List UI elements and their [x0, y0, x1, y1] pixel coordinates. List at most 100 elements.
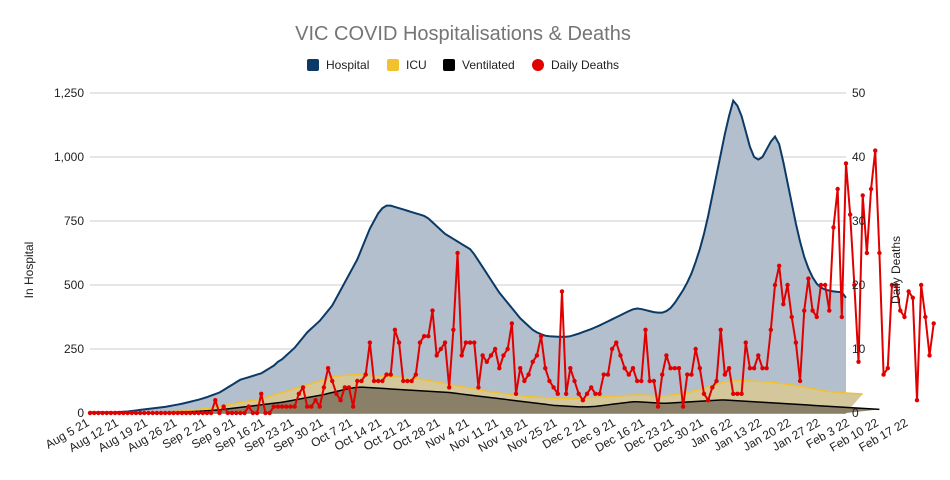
daily-deaths-point	[918, 282, 924, 288]
daily-deaths-point	[689, 372, 694, 377]
daily-deaths-point	[133, 410, 139, 416]
daily-deaths-point	[647, 378, 652, 384]
y2-tick-label: 30	[852, 214, 866, 228]
daily-deaths-point	[676, 366, 682, 371]
daily-deaths-point	[434, 353, 439, 358]
daily-deaths-point	[367, 340, 373, 345]
daily-deaths-point	[359, 378, 364, 384]
daily-deaths-point	[376, 378, 381, 384]
daily-deaths-point	[580, 398, 586, 403]
daily-deaths-point	[288, 404, 293, 409]
daily-deaths-point	[275, 404, 281, 409]
daily-deaths-point	[388, 372, 393, 377]
daily-deaths-point	[208, 410, 214, 416]
daily-deaths-point	[530, 359, 535, 364]
daily-deaths-point	[447, 385, 452, 390]
daily-deaths-point	[572, 378, 577, 384]
legend-swatch-icu	[387, 59, 399, 71]
daily-deaths-point	[902, 314, 907, 320]
daily-deaths-point	[472, 340, 477, 345]
daily-deaths-point	[430, 308, 435, 313]
chart-title: VIC COVID Hospitalisations & Deaths	[295, 23, 631, 45]
daily-deaths-point	[463, 340, 469, 345]
daily-deaths-point	[371, 378, 377, 384]
daily-deaths-point	[772, 282, 778, 288]
daily-deaths-point	[480, 353, 485, 358]
daily-deaths-point	[188, 410, 193, 416]
daily-deaths-point	[526, 372, 531, 377]
daily-deaths-point	[513, 391, 519, 396]
daily-deaths-point	[175, 410, 180, 416]
daily-deaths-point	[150, 410, 155, 416]
daily-deaths-point	[714, 378, 719, 384]
daily-deaths-point	[455, 250, 460, 256]
daily-deaths-point	[451, 327, 456, 332]
hospital-area	[90, 100, 846, 414]
daily-deaths-point	[518, 366, 523, 371]
daily-deaths-point	[710, 385, 715, 390]
daily-deaths-point	[856, 359, 861, 364]
daily-deaths-point	[271, 404, 276, 409]
daily-deaths-point	[680, 404, 686, 409]
daily-deaths-point	[117, 410, 122, 416]
daily-deaths-point	[396, 340, 402, 345]
daily-deaths-point	[146, 410, 151, 416]
y2-tick-label: 40	[852, 150, 866, 164]
y-axis-right-title: Daily Deaths	[889, 236, 903, 304]
daily-deaths-point	[743, 340, 748, 345]
daily-deaths-point	[325, 366, 331, 371]
daily-deaths-point	[125, 410, 130, 416]
daily-deaths-point	[584, 391, 590, 396]
daily-deaths-point	[509, 321, 515, 326]
daily-deaths-point	[313, 398, 318, 403]
daily-deaths-point	[392, 327, 398, 332]
daily-deaths-point	[363, 372, 368, 377]
daily-deaths-point	[839, 314, 845, 320]
y-tick-label: 1,250	[54, 86, 84, 100]
daily-deaths-point	[559, 289, 565, 294]
daily-deaths-point	[898, 308, 903, 313]
daily-deaths-point	[693, 346, 698, 352]
daily-deaths-point	[492, 346, 498, 352]
daily-deaths-point	[852, 282, 857, 288]
daily-deaths-point	[330, 378, 335, 384]
daily-deaths-point	[250, 410, 256, 416]
daily-deaths-point	[204, 410, 210, 416]
daily-deaths-point	[238, 410, 243, 416]
daily-deaths-point	[459, 353, 464, 358]
daily-deaths-point	[179, 410, 185, 416]
daily-deaths-point	[421, 334, 427, 339]
daily-deaths-point	[889, 282, 895, 288]
y2-tick-label: 0	[852, 406, 859, 420]
daily-deaths-point	[96, 410, 101, 416]
daily-deaths-point	[868, 186, 874, 192]
daily-deaths-point	[417, 340, 423, 345]
daily-deaths-point	[563, 391, 569, 396]
daily-deaths-point	[651, 378, 657, 384]
daily-deaths-series	[87, 148, 936, 416]
daily-deaths-point	[827, 308, 832, 313]
hospital-line	[90, 98, 847, 414]
daily-deaths-point	[626, 372, 632, 377]
y-axis-left-title: In Hospital	[22, 242, 36, 299]
daily-deaths-point	[259, 391, 264, 396]
daily-deaths-point	[877, 250, 882, 256]
daily-deaths-point	[284, 404, 289, 409]
daily-deaths-point	[154, 410, 160, 416]
daily-deaths-point	[246, 404, 251, 409]
daily-deaths-point	[731, 391, 736, 396]
daily-deaths-point	[167, 410, 172, 416]
daily-deaths-point	[726, 366, 732, 371]
daily-deaths-point	[785, 282, 790, 288]
daily-deaths-point	[112, 410, 118, 416]
daily-deaths-point	[350, 404, 356, 409]
daily-deaths-point	[505, 346, 510, 352]
daily-deaths-point	[108, 410, 114, 416]
daily-deaths-point	[739, 391, 744, 396]
daily-deaths-point	[384, 372, 389, 377]
daily-deaths-point	[142, 410, 147, 416]
daily-deaths-point	[614, 340, 619, 345]
daily-deaths-point	[906, 289, 911, 294]
daily-deaths-point	[488, 353, 494, 358]
